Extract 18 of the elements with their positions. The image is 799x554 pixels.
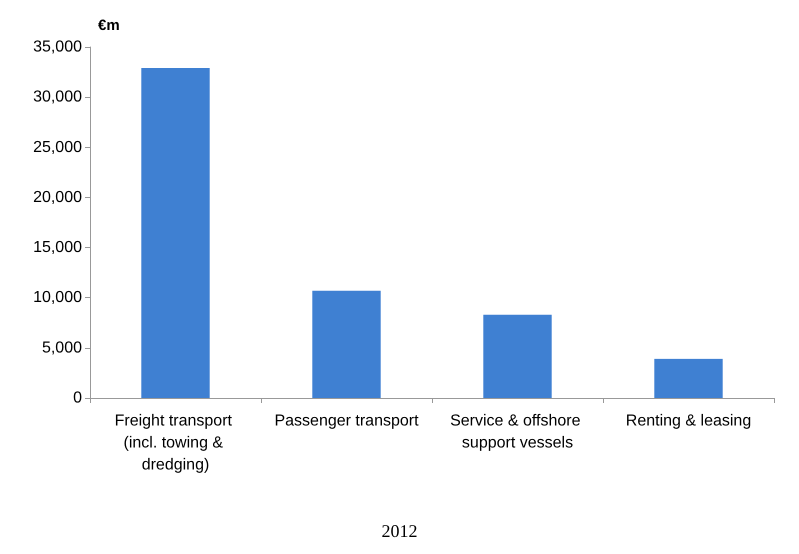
y-tick-label: 0 [73, 390, 82, 406]
bar [312, 290, 381, 398]
y-tick-label: 35,000 [33, 38, 82, 56]
x-tick-label: Passenger transport [274, 412, 420, 430]
y-tick-label: 15,000 [33, 239, 82, 256]
bar [483, 314, 552, 398]
x-tick-label: Service & offshore support vessels [450, 412, 585, 452]
y-tick-label: 30,000 [33, 88, 82, 106]
y-tick-label: 25,000 [33, 138, 82, 156]
text: 2012 [382, 521, 418, 541]
bar [141, 68, 210, 398]
y-tick-label: 20,000 [33, 188, 82, 206]
y-tick-label: 5,000 [42, 339, 82, 356]
y-tick-label: 10,000 [33, 289, 82, 306]
y-axis-title: €m [98, 17, 120, 34]
x-tick-label: Freight transport (incl. towing & dredging) [114, 412, 236, 474]
x-tick-label: Renting & leasing [626, 412, 752, 430]
bar [654, 358, 723, 398]
